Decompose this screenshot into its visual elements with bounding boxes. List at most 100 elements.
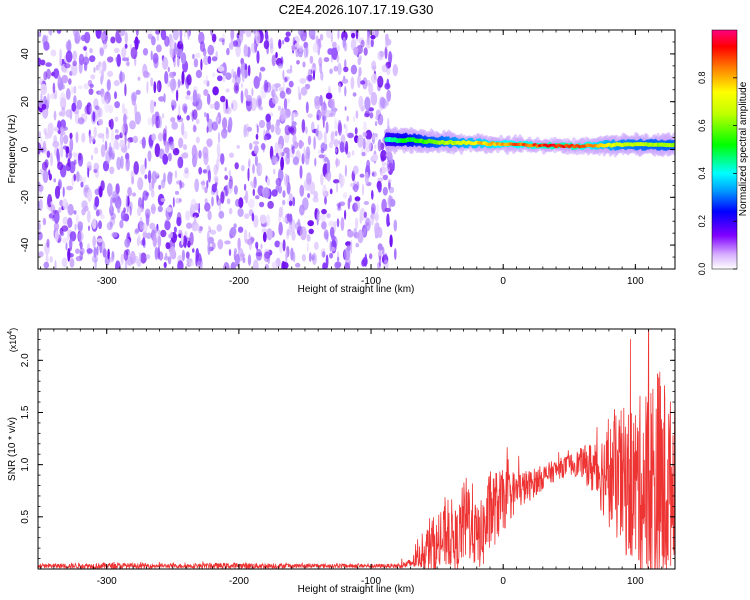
- noise-speckle: [245, 30, 252, 38]
- noise-speckle: [286, 150, 290, 159]
- noise-speckle: [282, 40, 285, 45]
- noise-speckle: [124, 258, 128, 269]
- noise-speckle: [41, 103, 47, 110]
- noise-speckle: [319, 33, 324, 41]
- noise-speckle: [193, 58, 199, 68]
- noise-speckle: [297, 30, 304, 37]
- noise-speckle: [85, 51, 88, 58]
- noise-speckle: [109, 118, 114, 130]
- colorbar-tick-label: 0.8: [697, 72, 707, 85]
- spectrogram-signal: [383, 125, 675, 158]
- noise-speckle: [374, 121, 378, 127]
- noise-speckle: [181, 70, 185, 85]
- noise-speckle: [172, 71, 177, 77]
- noise-speckle: [275, 177, 282, 187]
- noise-speckle: [62, 186, 65, 198]
- noise-speckle: [381, 64, 388, 73]
- noise-speckle: [94, 147, 99, 155]
- noise-speckle: [203, 48, 207, 57]
- noise-speckle: [84, 205, 89, 212]
- noise-speckle: [357, 74, 361, 88]
- noise-speckle: [42, 217, 47, 226]
- noise-speckle: [203, 79, 208, 85]
- noise-speckle: [311, 254, 315, 261]
- noise-speckle: [177, 156, 184, 169]
- noise-speckle: [129, 250, 136, 265]
- noise-speckle: [370, 38, 374, 48]
- noise-speckle: [54, 185, 61, 199]
- noise-speckle: [130, 46, 138, 60]
- noise-speckle: [389, 198, 396, 207]
- noise-speckle: [274, 240, 281, 248]
- noise-speckle: [183, 105, 188, 114]
- noise-speckle: [235, 253, 240, 267]
- noise-speckle: [163, 172, 166, 184]
- noise-speckle: [359, 173, 365, 178]
- noise-speckle: [380, 149, 387, 162]
- noise-speckle: [331, 48, 337, 55]
- noise-speckle: [266, 228, 273, 241]
- noise-speckle: [127, 186, 132, 197]
- noise-speckle: [119, 70, 123, 84]
- noise-speckle: [176, 56, 180, 68]
- noise-speckle: [226, 47, 230, 56]
- noise-speckle: [158, 251, 164, 261]
- noise-speckle: [58, 207, 62, 213]
- noise-speckle: [357, 229, 364, 244]
- snr-background: [38, 329, 675, 569]
- noise-speckle: [337, 62, 342, 75]
- noise-speckle: [298, 141, 305, 148]
- noise-speckle: [45, 254, 49, 264]
- noise-speckle: [38, 221, 42, 233]
- noise-speckle: [120, 253, 124, 264]
- noise-speckle: [303, 46, 308, 59]
- noise-speckle: [56, 30, 62, 34]
- x-tick-label: -100: [361, 276, 381, 287]
- noise-speckle: [209, 103, 215, 109]
- noise-speckle: [69, 137, 74, 152]
- noise-speckle: [259, 164, 263, 174]
- noise-speckle: [106, 79, 111, 91]
- noise-speckle: [60, 231, 65, 237]
- noise-speckle: [299, 77, 307, 84]
- noise-speckle: [253, 140, 260, 145]
- noise-speckle: [259, 214, 267, 224]
- noise-speckle: [72, 60, 77, 67]
- noise-speckle: [263, 187, 270, 199]
- noise-speckle: [196, 260, 202, 268]
- noise-speckle: [341, 78, 349, 84]
- noise-speckle: [50, 49, 57, 57]
- noise-speckle: [40, 83, 48, 95]
- noise-speckle: [147, 117, 152, 126]
- noise-speckle: [61, 225, 69, 232]
- noise-speckle: [282, 80, 285, 90]
- noise-speckle: [302, 197, 309, 211]
- noise-speckle: [139, 216, 143, 231]
- noise-speckle: [340, 217, 345, 231]
- noise-speckle: [202, 146, 209, 159]
- noise-speckle: [267, 200, 274, 209]
- noise-speckle: [290, 219, 296, 234]
- noise-speckle: [145, 30, 153, 35]
- noise-speckle: [124, 43, 128, 49]
- colorbar-gradient: [711, 29, 738, 270]
- noise-speckle: [206, 112, 210, 123]
- noise-speckle: [98, 107, 103, 118]
- noise-speckle: [77, 152, 82, 161]
- noise-speckle: [108, 119, 111, 127]
- noise-speckle: [347, 132, 354, 139]
- noise-speckle: [65, 50, 73, 63]
- noise-speckle: [182, 144, 188, 151]
- noise-speckle: [328, 141, 333, 149]
- noise-speckle: [231, 103, 234, 109]
- noise-speckle: [62, 237, 68, 244]
- noise-speckle: [46, 150, 51, 158]
- noise-speckle: [243, 124, 247, 138]
- noise-speckle: [59, 92, 66, 106]
- colorbar-ticks: 0.0 0.2 0.4 0.6 0.8: [697, 72, 737, 275]
- noise-speckle: [315, 128, 319, 137]
- noise-speckle: [248, 239, 252, 251]
- noise-speckle: [75, 248, 80, 254]
- noise-speckle: [160, 198, 166, 202]
- noise-speckle: [307, 113, 313, 118]
